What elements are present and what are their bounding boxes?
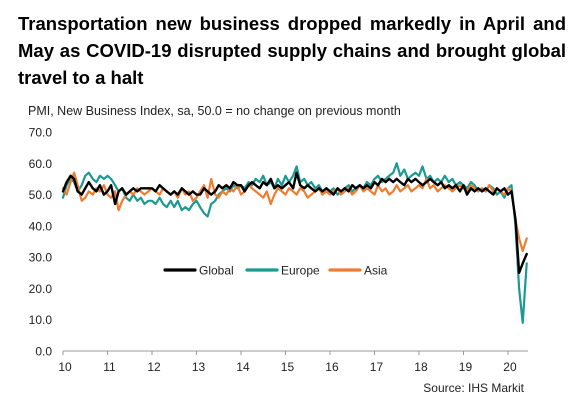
y-tick-label: 40.0 [29,219,53,233]
legend-item-asia: Asia [328,264,388,278]
x-tick-label: 16 [325,360,339,374]
x-tick-label: 14 [236,360,250,374]
y-axis-label: PMI, New Business Index, sa, 50.0 = no c… [28,104,401,118]
chart-title: Transportation new business dropped mark… [18,13,566,88]
y-tick-label: 70.0 [29,126,53,140]
source-note: Source: IHS Markit [423,381,524,395]
x-tick-label: 17 [370,360,384,374]
y-axis-ticks: 0.0 10.0 20.0 30.0 40.0 50.0 60.0 70.0 [29,126,53,359]
x-tick-label: 12 [147,360,161,374]
x-tick-label: 10 [58,360,72,374]
legend-label: Asia [364,264,388,278]
series-line-global [61,171,528,274]
x-axis-ticks: 10 11 12 13 14 15 16 17 18 19 20 [58,351,517,374]
legend-item-europe: Europe [245,264,320,278]
legend: Global Europe Asia [163,264,388,278]
y-tick-label: 0.0 [35,345,52,359]
x-tick-label: 19 [459,360,473,374]
x-tick-label: 20 [503,360,517,374]
legend-item-global: Global [163,264,234,278]
x-tick-label: 15 [281,360,295,374]
series-line-asia [61,171,528,252]
y-tick-label: 50.0 [29,188,53,202]
legend-label: Global [199,264,234,278]
y-tick-label: 20.0 [29,282,53,296]
x-tick-label: 13 [192,360,206,374]
series-line-europe [61,162,528,324]
legend-label: Europe [281,264,320,278]
y-tick-label: 30.0 [29,251,53,265]
x-tick-label: 18 [414,360,428,374]
x-tick-label: 11 [103,360,116,374]
series-layer [61,162,528,324]
y-tick-label: 60.0 [29,157,53,171]
y-tick-label: 10.0 [29,313,53,327]
